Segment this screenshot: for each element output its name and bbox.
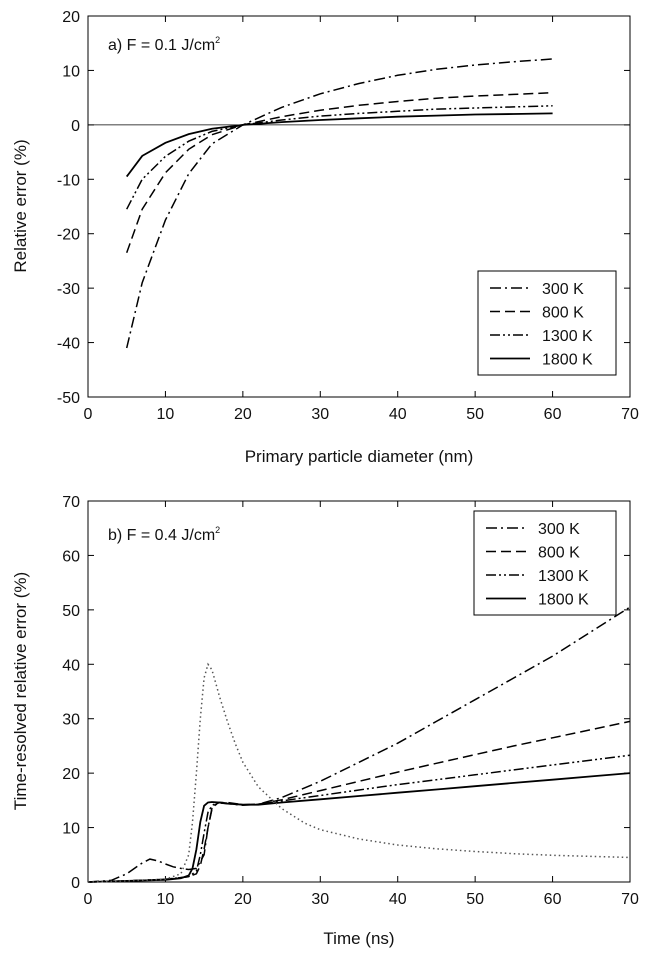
- b-series-group: [87, 606, 631, 883]
- series-line-unlabeled: [87, 662, 631, 883]
- x-tick-label: 50: [466, 891, 484, 908]
- y-tick-label: 60: [62, 548, 80, 565]
- series-line-800-k: [125, 91, 553, 254]
- x-tick-label: 20: [234, 891, 252, 908]
- panel-b: 0 10 20 30 40 50 60 70 0 10 20 30 40 50 60 70 b) F = 0.…: [11, 494, 639, 948]
- y-tick-label: 10: [62, 63, 80, 80]
- y-tick-label: -20: [57, 227, 80, 244]
- y-tick-label: -40: [57, 336, 80, 353]
- series-line-1800-k: [87, 772, 631, 883]
- legend-label: 1300 K: [538, 568, 589, 585]
- b-annotation: b) F = 0.4 J/cm2: [108, 525, 220, 544]
- y-tick-label: 30: [62, 712, 80, 729]
- y-tick-label: -50: [57, 390, 80, 407]
- b-ticks: 0 10 20 30 40 50 60 70 0 10 20 30 40 50 60 70: [62, 494, 639, 908]
- x-tick-label: 30: [311, 891, 329, 908]
- x-tick-label: 0: [84, 406, 93, 423]
- a-annotation: a) F = 0.1 J/cm2: [108, 35, 220, 54]
- legend-label: 1800 K: [538, 592, 589, 609]
- y-tick-label: 10: [62, 821, 80, 838]
- y-tick-label: 20: [62, 9, 80, 26]
- a-y-axis-label: Relative error (%): [11, 139, 30, 272]
- a-x-axis-label: Primary particle diameter (nm): [245, 447, 474, 466]
- legend-label: 300 K: [542, 281, 584, 298]
- x-tick-label: 10: [157, 406, 175, 423]
- x-tick-label: 20: [234, 406, 252, 423]
- y-tick-label: 70: [62, 494, 80, 511]
- x-tick-label: 40: [389, 891, 407, 908]
- a-legend: 300 K 800 K 1300 K 1800 K: [477, 270, 617, 376]
- y-tick-label: -30: [57, 281, 80, 298]
- a-ticks: 0 10 20 30 40 50 60 70 -50 -40 -30 -20 -10 0 10 20: [57, 9, 639, 423]
- x-tick-label: 0: [84, 891, 93, 908]
- legend-label: 300 K: [538, 521, 580, 538]
- y-tick-label: 0: [71, 875, 80, 892]
- series-line-300-k: [125, 58, 553, 349]
- y-tick-label: 0: [71, 118, 80, 135]
- y-tick-label: -10: [57, 172, 80, 189]
- x-tick-label: 60: [544, 891, 562, 908]
- series-line-1300-k: [126, 105, 553, 210]
- b-legend: 300 K 800 K 1300 K 1800 K: [473, 510, 617, 616]
- legend-label: 800 K: [542, 305, 584, 322]
- y-tick-label: 50: [62, 603, 80, 620]
- series-line-1300-k: [87, 754, 631, 883]
- y-tick-label: 40: [62, 657, 80, 674]
- b-y-axis-label: Time-resolved relative error (%): [11, 572, 30, 810]
- x-tick-label: 10: [157, 891, 175, 908]
- legend-label: 1300 K: [542, 328, 593, 345]
- x-tick-label: 30: [311, 406, 329, 423]
- legend-label: 1800 K: [542, 352, 593, 369]
- x-tick-label: 50: [466, 406, 484, 423]
- x-tick-label: 70: [621, 406, 639, 423]
- series-line-1800-k: [125, 112, 553, 178]
- x-tick-label: 40: [389, 406, 407, 423]
- legend-label: 800 K: [538, 545, 580, 562]
- b-x-axis-label: Time (ns): [323, 929, 394, 948]
- a-series-group: [125, 58, 553, 349]
- panel-a: 0 10 20 30 40 50 60 70 -50 -40 -30 -20 -10 0 10 20 a) F…: [11, 9, 639, 466]
- x-tick-label: 70: [621, 891, 639, 908]
- y-tick-label: 20: [62, 766, 80, 783]
- x-tick-label: 60: [544, 406, 562, 423]
